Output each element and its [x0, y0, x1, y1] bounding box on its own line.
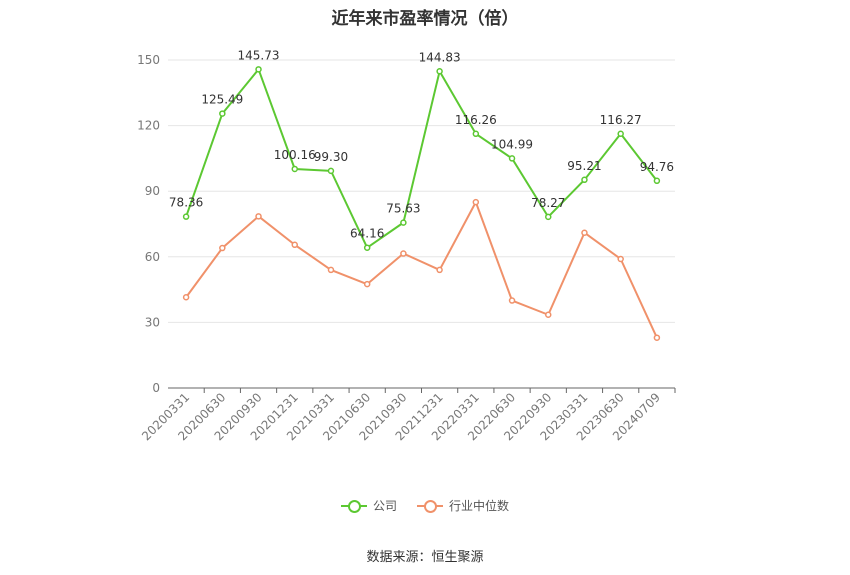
data-point [363, 244, 371, 251]
data-point [255, 66, 262, 73]
data-point [182, 213, 190, 220]
data-point [653, 334, 661, 341]
legend-label-industry-median: 行业中位数 [449, 499, 510, 513]
y-tick-label: 150 [137, 53, 160, 67]
legend-label-company: 公司 [372, 499, 397, 513]
chart-legend: 公司 行业中位数 [0, 497, 850, 514]
data-label: 104.99 [491, 137, 533, 151]
data-point [291, 165, 298, 173]
data-label: 116.27 [600, 113, 642, 127]
legend-line-marker-icon [340, 499, 367, 513]
series-line [185, 68, 658, 249]
data-point [508, 297, 516, 304]
data-point [182, 294, 190, 301]
data-point [472, 130, 480, 138]
data-label: 78.27 [531, 196, 565, 210]
data-point [255, 213, 262, 220]
data-point [545, 311, 552, 318]
y-tick-label: 60 [145, 250, 160, 264]
data-label: 78.36 [169, 196, 203, 210]
chart-title: 近年来市盈率情况（倍） [331, 9, 519, 29]
data-point [400, 250, 407, 257]
data-point [545, 213, 552, 221]
data-point [581, 229, 588, 236]
data-point [581, 176, 588, 184]
legend-line-marker-icon [417, 499, 443, 513]
data-point [436, 68, 443, 75]
data-label: 100.16 [274, 148, 316, 162]
data-label: 64.16 [350, 227, 384, 241]
data-label: 75.63 [386, 202, 420, 216]
data-point [400, 219, 407, 226]
data-point [436, 266, 443, 274]
data-label: 125.49 [201, 93, 243, 107]
y-tick-label: 30 [145, 315, 160, 329]
y-tick-label: 90 [145, 184, 160, 198]
data-label: 116.26 [455, 113, 497, 127]
series-line [185, 201, 658, 339]
legend-item-company[interactable]: 公司 [340, 497, 397, 514]
data-point [508, 155, 516, 162]
data-label: 145.73 [238, 48, 280, 62]
data-label: 99.30 [314, 150, 348, 164]
y-tick-label: 120 [137, 119, 160, 133]
data-point [291, 241, 298, 249]
data-source-note: 数据来源：恒生聚源 [366, 550, 484, 565]
data-point [219, 244, 226, 252]
data-point [653, 177, 661, 185]
data-point [363, 280, 371, 288]
data-point [327, 167, 335, 175]
data-label: 94.76 [640, 160, 674, 174]
data-point [472, 198, 480, 206]
data-point [617, 130, 624, 138]
data-label: 144.83 [419, 50, 461, 64]
legend-item-industry-median[interactable]: 行业中位数 [417, 497, 509, 514]
data-point [219, 110, 226, 117]
data-point [617, 255, 624, 263]
y-tick-label: 0 [152, 381, 160, 395]
data-label: 95.21 [567, 159, 601, 173]
data-point [327, 266, 335, 274]
